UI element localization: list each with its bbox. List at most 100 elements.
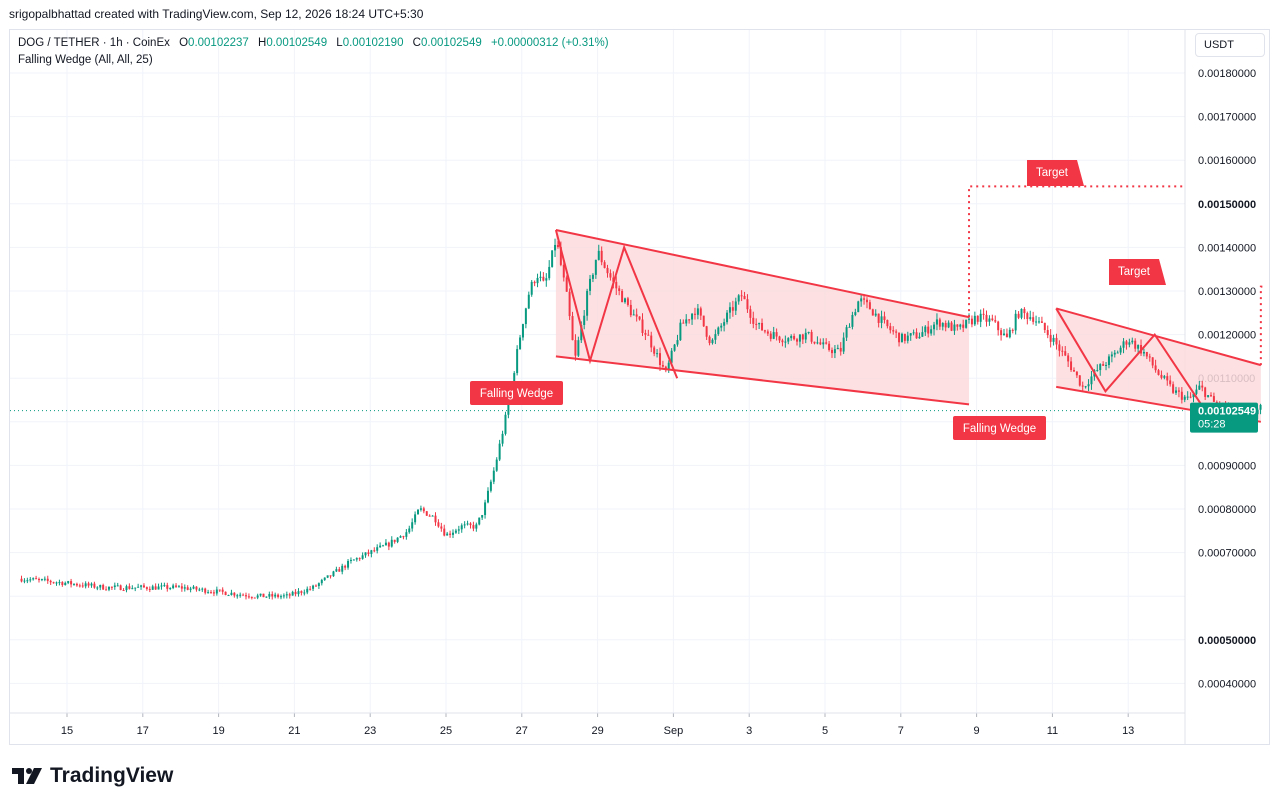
candle-body	[107, 586, 110, 590]
candle-body	[166, 585, 169, 589]
candle-body	[1017, 313, 1020, 318]
candle-body	[635, 314, 638, 317]
symbol-title[interactable]: DOG / TETHER · 1h · CoinEx	[18, 37, 170, 49]
candle-body	[384, 542, 387, 546]
candle-body	[863, 298, 866, 300]
candle-body	[303, 592, 306, 594]
candle-body	[67, 581, 70, 583]
candle-body	[446, 533, 449, 536]
candle-body	[796, 339, 799, 342]
candle-body	[250, 597, 253, 599]
candle-body	[387, 542, 390, 547]
candle-body	[84, 583, 87, 587]
candle-body	[75, 583, 78, 586]
candle-body	[297, 591, 300, 595]
candle-body	[851, 314, 854, 327]
candle-body	[944, 323, 947, 328]
candle-body	[434, 515, 437, 523]
candle-body	[711, 339, 714, 344]
candle-body	[554, 244, 557, 251]
candle-body	[629, 304, 632, 316]
candle-body	[46, 578, 49, 581]
candle-body	[638, 316, 641, 320]
candle-body	[55, 582, 58, 584]
candle-body	[1163, 376, 1166, 378]
candle-body	[921, 332, 924, 337]
target-label-box-2	[1109, 259, 1166, 285]
close-value: 0.00102549	[420, 37, 482, 49]
candle-body	[979, 313, 982, 322]
candle-body	[274, 594, 277, 597]
candle-body	[822, 342, 825, 345]
candle-body	[309, 588, 312, 590]
candle-body	[740, 295, 743, 297]
candle-body	[743, 295, 746, 300]
candle-body	[860, 298, 863, 302]
candle-body	[382, 545, 385, 547]
candle-body	[1058, 344, 1061, 351]
candle-body	[1177, 390, 1180, 392]
currency-selector[interactable]: USDT	[1195, 33, 1265, 57]
candle-body	[262, 593, 265, 598]
candle-body	[137, 586, 140, 588]
candle-body	[927, 326, 930, 334]
candle-body	[49, 580, 52, 583]
candle-body	[227, 594, 230, 596]
candle-body	[1026, 313, 1029, 319]
candle-body	[641, 319, 644, 334]
candle-body	[583, 315, 586, 325]
candle-body	[591, 274, 594, 279]
candle-body	[145, 587, 148, 589]
candle-body	[516, 349, 519, 374]
candle-body	[119, 585, 122, 591]
candle-body	[731, 307, 734, 311]
candle-body	[647, 334, 650, 336]
candle-body	[443, 528, 446, 536]
candle-body	[288, 594, 291, 596]
wedge-lower-line-1	[555, 355, 970, 406]
candle-body	[650, 335, 653, 348]
candle-body	[1128, 342, 1131, 345]
candle-body	[1052, 337, 1055, 342]
x-tick-label: 21	[288, 725, 300, 737]
wedge-upper-line-1	[555, 228, 970, 319]
candle-body	[1011, 329, 1014, 331]
indicator-row[interactable]: Falling Wedge (All, All, 25)	[18, 54, 153, 66]
candle-body	[781, 340, 784, 343]
candle-body	[580, 324, 583, 341]
candle-body	[1198, 385, 1201, 390]
candle-body	[486, 490, 489, 503]
candle-body	[268, 594, 271, 597]
candle-body	[609, 273, 612, 278]
candle-body	[102, 584, 105, 590]
candle-body	[58, 582, 61, 584]
candle-body	[589, 278, 592, 291]
candle-body	[38, 579, 41, 581]
candle-body	[247, 596, 250, 598]
candle-body	[183, 587, 186, 589]
candle-body	[425, 511, 428, 516]
candle-body	[909, 333, 912, 336]
candle-body	[1180, 391, 1183, 400]
candle-body	[924, 326, 927, 333]
candle-body	[670, 350, 673, 363]
candle-body	[545, 278, 548, 281]
candle-body	[347, 560, 350, 568]
candle-body	[830, 349, 833, 354]
candle-body	[192, 586, 195, 589]
candle-body	[723, 322, 726, 326]
candle-body	[542, 276, 545, 281]
candle-body	[1075, 371, 1078, 376]
candle-body	[411, 522, 414, 529]
candle-body	[1175, 390, 1178, 393]
x-tick-label: 9	[974, 725, 980, 737]
candle-body	[1259, 404, 1262, 410]
candle-body	[1209, 395, 1212, 397]
candle-body	[495, 459, 498, 471]
candle-body	[140, 585, 143, 587]
candle-body	[950, 322, 953, 331]
candle-body	[816, 342, 819, 344]
candle-body	[329, 575, 332, 577]
candle-body	[1037, 321, 1040, 323]
